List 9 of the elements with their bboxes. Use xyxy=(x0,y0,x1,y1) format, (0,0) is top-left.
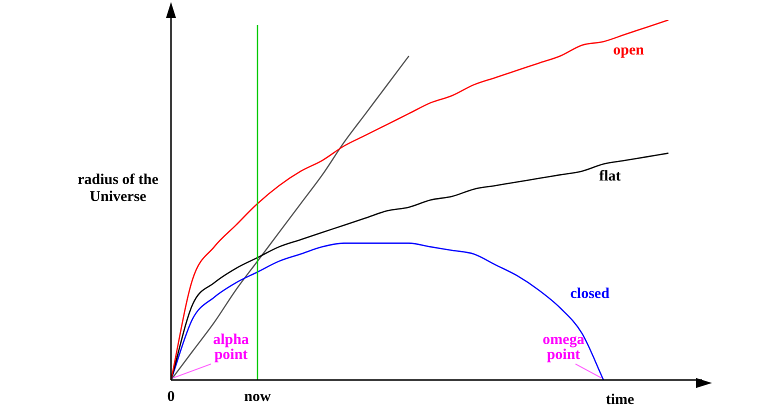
x-tick-label: now xyxy=(244,388,271,405)
x-axis-title: time xyxy=(606,392,634,408)
series-label: flat xyxy=(599,168,621,184)
series-label: open xyxy=(613,42,645,58)
series-label: closed xyxy=(570,286,610,302)
y-axis-title: radius of the Universe xyxy=(76,172,160,206)
annotation: omega point xyxy=(542,332,585,363)
annotation: alpha point xyxy=(213,332,250,363)
x-tick-label: 0 xyxy=(167,388,175,405)
